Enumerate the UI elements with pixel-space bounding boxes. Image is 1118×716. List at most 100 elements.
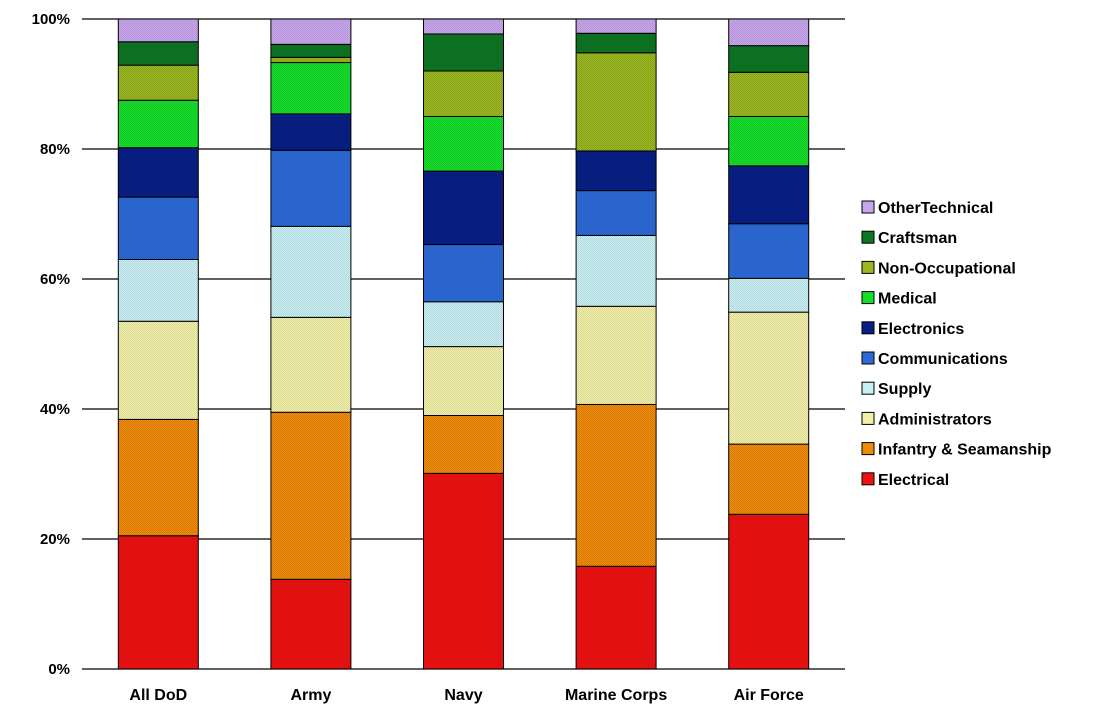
legend-label: Supply xyxy=(878,381,931,398)
bar-segment-texture xyxy=(423,71,504,117)
legend-item-supply: Supply xyxy=(861,381,931,398)
legend-swatch xyxy=(861,411,875,425)
bar-segment-texture xyxy=(576,190,657,236)
bar-segment-texture xyxy=(270,62,351,114)
bar-stack-all-dod xyxy=(117,18,199,670)
bar-segment-texture xyxy=(423,19,504,34)
bar-segment-texture xyxy=(728,45,809,73)
bar-segment-texture xyxy=(728,444,809,515)
x-category-label: Marine Corps xyxy=(565,687,667,704)
y-tick-label: 100% xyxy=(32,11,70,28)
x-category-label: Air Force xyxy=(734,687,804,704)
legend-swatch xyxy=(861,200,875,214)
x-axis-category-labels: All DoD Army Navy Marine Corps Air Force xyxy=(129,687,804,704)
bar-segment-texture xyxy=(270,57,351,63)
legend-label: Non-Occupational xyxy=(878,260,1016,277)
legend-swatch xyxy=(861,291,875,305)
bar-stack-army xyxy=(270,18,352,670)
legend-label: Infantry & Seamanship xyxy=(878,442,1052,459)
bar-segment-texture xyxy=(270,412,351,580)
bar-segment-texture xyxy=(118,41,199,66)
legend-swatch xyxy=(861,321,875,335)
bar-segment-texture xyxy=(118,19,199,42)
legend: OtherTechnical Craftsman Non-Occupational M… xyxy=(861,200,1052,489)
legend-item-infantry-seamanship: Infantry & Seamanship xyxy=(861,442,1052,459)
bar-stack-marine-corps xyxy=(575,18,657,670)
bar-segment-texture xyxy=(423,244,504,302)
bar-segment-texture xyxy=(728,165,809,224)
bar-segment-texture xyxy=(423,301,504,347)
bar-segment-texture xyxy=(728,514,809,669)
bar-segment-texture xyxy=(270,44,351,58)
bar-segment-texture xyxy=(576,566,657,669)
bar-segment-texture xyxy=(728,116,809,166)
bar-segment-texture xyxy=(270,19,351,45)
bars xyxy=(117,18,810,670)
bar-segment-texture xyxy=(118,197,199,260)
legend-item-non-occupational: Non-Occupational xyxy=(861,260,1016,277)
y-tick-label: 80% xyxy=(40,141,70,158)
bar-segment-texture xyxy=(423,116,504,172)
bar-segment-texture xyxy=(576,404,657,567)
bar-segment-texture xyxy=(118,259,199,322)
bar-segment-texture xyxy=(118,147,199,198)
bar-segment-texture xyxy=(423,473,504,669)
legend-label: Communications xyxy=(878,351,1008,368)
legend-swatch xyxy=(861,442,875,456)
legend-label: Electronics xyxy=(878,321,964,338)
bar-segment-texture xyxy=(576,306,657,405)
bar-segment-texture xyxy=(423,346,504,416)
y-axis-tick-labels: 0% 20% 40% 60% 80% 100% xyxy=(32,11,70,678)
bar-segment-texture xyxy=(118,535,199,669)
bar-segment-texture xyxy=(270,150,351,227)
bar-segment-texture xyxy=(576,150,657,191)
bar-segment-texture xyxy=(728,278,809,313)
bar-segment-texture xyxy=(728,19,809,46)
bar-segment-texture xyxy=(118,100,199,148)
bar-segment-texture xyxy=(118,321,199,420)
bar-segment-texture xyxy=(423,171,504,245)
legend-item-medical: Medical xyxy=(861,291,937,308)
legend-swatch xyxy=(861,381,875,395)
legend-item-communications: Communications xyxy=(861,351,1008,368)
x-category-label: All DoD xyxy=(129,687,187,704)
bar-segment-texture xyxy=(728,223,809,279)
bar-segment-texture xyxy=(576,19,657,34)
bar-stack-air-force xyxy=(728,18,810,670)
y-tick-label: 40% xyxy=(40,401,70,418)
bar-segment-texture xyxy=(270,226,351,318)
x-category-label: Navy xyxy=(444,687,482,704)
legend-item-electronics: Electronics xyxy=(861,321,964,338)
y-tick-label: 60% xyxy=(40,271,70,288)
bar-segment-texture xyxy=(118,419,199,536)
legend-swatch xyxy=(861,351,875,365)
bar-segment-texture xyxy=(728,72,809,117)
legend-swatch xyxy=(861,472,875,486)
bar-segment-texture xyxy=(118,65,199,101)
legend-item-craftsman: Craftsman xyxy=(861,230,957,247)
legend-swatch xyxy=(861,260,875,274)
legend-label: Administrators xyxy=(878,411,992,428)
y-tick-label: 0% xyxy=(48,661,70,678)
x-category-label: Army xyxy=(290,687,331,704)
y-tick-label: 20% xyxy=(40,531,70,548)
bar-segment-texture xyxy=(576,235,657,307)
bar-segment-texture xyxy=(423,415,504,474)
bar-segment-texture xyxy=(728,312,809,445)
legend-label: Medical xyxy=(878,291,937,308)
bar-segment-texture xyxy=(270,579,351,669)
legend-swatch xyxy=(861,230,875,244)
bar-segment-texture xyxy=(576,33,657,53)
legend-item-administrators: Administrators xyxy=(861,411,992,428)
bar-segment-texture xyxy=(423,33,504,71)
legend-item-electrical: Electrical xyxy=(861,472,949,489)
legend-label: Craftsman xyxy=(878,230,957,247)
bar-stack-navy xyxy=(423,18,504,670)
bar-segment-texture xyxy=(270,113,351,151)
legend-item-othertechnical: OtherTechnical xyxy=(861,200,993,217)
bar-segment-texture xyxy=(270,317,351,413)
legend-label: OtherTechnical xyxy=(878,200,993,217)
legend-label: Electrical xyxy=(878,472,949,489)
